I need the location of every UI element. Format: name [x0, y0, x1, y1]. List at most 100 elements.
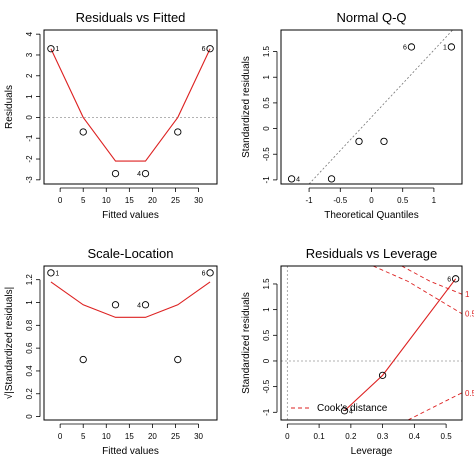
y-tick-label: 0	[25, 115, 34, 120]
point-label: 6	[403, 44, 407, 51]
y-tick-label: 0.8	[25, 319, 34, 331]
y-tick-label: -0.5	[262, 379, 271, 393]
y-tick-label: 0	[262, 358, 271, 363]
point-label: 1	[443, 44, 447, 51]
data-point	[451, 275, 460, 283]
data-point	[79, 355, 87, 364]
x-tick-label: 15	[125, 432, 134, 441]
y-tick-label: 1.5	[262, 278, 271, 290]
data-point	[206, 45, 214, 53]
y-tick-label: 1.2	[25, 274, 34, 286]
plot-frame	[43, 265, 218, 421]
y-tick-label: 0.6	[25, 342, 34, 354]
y-tick-label: -0.5	[262, 147, 271, 161]
plot-area	[281, 266, 462, 420]
data-point	[407, 43, 416, 51]
x-axis-label: Fitted values	[102, 446, 159, 457]
y-tick-label: 0	[25, 414, 34, 419]
data-point	[47, 269, 55, 277]
plot-area	[44, 45, 217, 178]
y-axis-label: Standardized residuals	[241, 56, 252, 158]
panel-title: Residuals vs Fitted	[76, 10, 186, 25]
x-tick-label: 0.2	[345, 432, 357, 441]
panel-title: Residuals vs Leverage	[306, 246, 438, 261]
y-tick-label: 1	[262, 307, 271, 312]
x-tick-label: 10	[102, 196, 111, 205]
y-tick-label: -1	[262, 408, 271, 416]
data-point	[79, 128, 87, 136]
y-tick-label: -1	[262, 176, 271, 184]
y-tick-label: 0.2	[25, 388, 34, 400]
y-tick-label: 4	[25, 31, 34, 36]
x-tick-label: 0	[285, 432, 290, 441]
plot-frame	[43, 29, 218, 185]
y-axis-label: Standardized residuals	[241, 292, 252, 394]
x-tick-label: 20	[148, 432, 157, 441]
cooks-distance-contour	[372, 266, 462, 315]
data-point	[141, 301, 150, 309]
y-tick-label: 1.5	[262, 45, 271, 57]
y-axis-label: Residuals	[4, 85, 15, 129]
y-tick-label: 0.4	[25, 365, 34, 377]
x-axis-label: Theoretical Quantiles	[324, 210, 419, 221]
data-point	[206, 269, 214, 277]
cooks-distance-contour	[407, 392, 462, 420]
data-point	[287, 175, 296, 183]
point-label: 1	[55, 46, 59, 53]
data-point	[355, 137, 363, 146]
data-point	[174, 128, 182, 136]
cooks-distance-contour	[401, 266, 462, 295]
x-tick-label: 25	[171, 432, 180, 441]
point-label: 4	[137, 171, 141, 178]
data-point	[327, 175, 336, 183]
x-tick-label: 20	[148, 196, 157, 205]
x-tick-label: 25	[171, 196, 180, 205]
y-tick-label: -1	[25, 134, 34, 142]
point-label: 4	[349, 408, 353, 415]
x-tick-label: 0	[369, 196, 374, 205]
x-tick-label: 0.3	[377, 432, 389, 441]
smoother-line	[50, 48, 211, 162]
x-tick-label: 1	[432, 196, 437, 205]
x-tick-label: 0.5	[441, 432, 453, 441]
smoother-line	[344, 278, 457, 412]
point-label: 6	[447, 276, 451, 283]
data-point	[447, 43, 456, 51]
point-label: 6	[202, 270, 206, 277]
x-tick-label: 5	[81, 196, 86, 205]
x-tick-label: -1	[306, 196, 314, 205]
y-tick-label: 3	[25, 52, 34, 57]
plot-frame	[280, 265, 463, 421]
y-tick-label: 1	[25, 300, 34, 305]
data-point	[380, 137, 388, 146]
point-label: 6	[202, 46, 206, 53]
x-tick-label: 0.1	[314, 432, 326, 441]
y-tick-label: -3	[25, 176, 34, 184]
y-axis-label: √|Standardized residuals|	[3, 287, 15, 399]
plot-area	[287, 30, 456, 184]
y-tick-label: 0	[262, 126, 271, 131]
point-label: 1	[55, 270, 59, 277]
data-point	[340, 407, 349, 415]
y-tick-label: 2	[25, 73, 34, 78]
panel-title: Normal Q-Q	[336, 10, 406, 25]
x-tick-label: 0.4	[409, 432, 421, 441]
data-point	[174, 355, 182, 364]
data-point	[378, 371, 387, 379]
x-tick-label: -0.5	[333, 196, 347, 205]
x-tick-label: 0.5	[397, 196, 409, 205]
x-tick-label: 15	[125, 196, 134, 205]
data-point	[141, 169, 150, 178]
panel-4: Residuals vs Leverage Leverage Standardize…	[241, 246, 474, 457]
panel-3: Scale-Location Fitted values √|Standardize…	[3, 246, 218, 457]
x-tick-label: 10	[102, 432, 111, 441]
panel-title: Scale-Location	[88, 246, 174, 261]
y-tick-label: 1	[262, 74, 271, 79]
smoother-line	[50, 281, 211, 318]
y-tick-label: 0.5	[262, 97, 271, 109]
plot-area	[47, 269, 214, 364]
data-point	[111, 169, 120, 178]
cooks-contour-label: 0.5	[465, 310, 474, 319]
x-tick-label: 0	[58, 432, 63, 441]
